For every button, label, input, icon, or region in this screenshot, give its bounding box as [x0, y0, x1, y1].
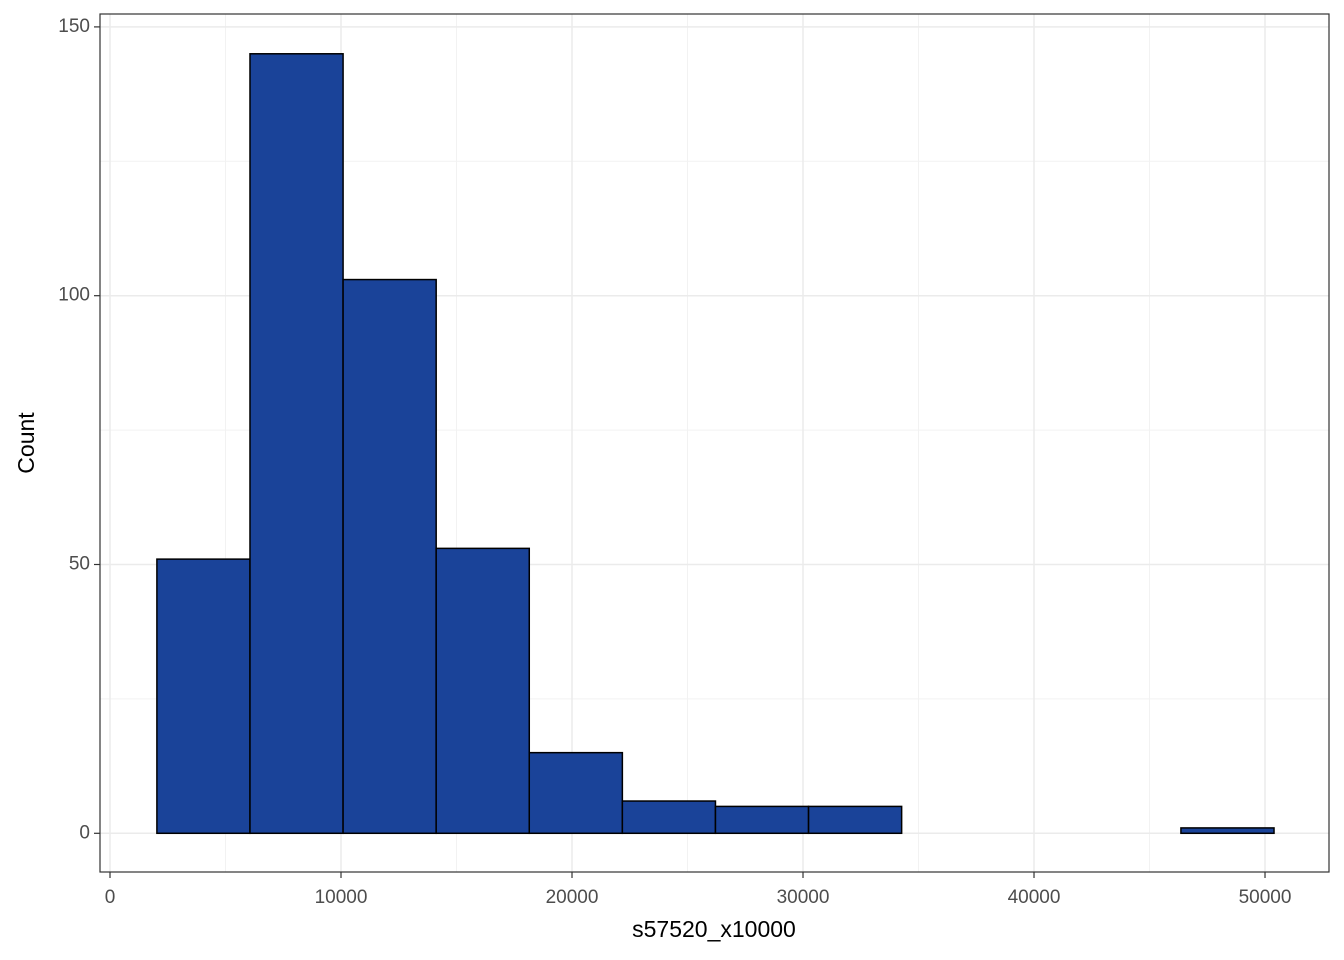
x-tick-label: 40000: [1008, 887, 1061, 908]
x-tick-label: 10000: [315, 887, 368, 908]
bar: [1180, 827, 1275, 835]
bar: [156, 558, 251, 835]
panel-border: [99, 13, 1330, 873]
bar: [435, 547, 531, 835]
x-tick-label: 20000: [546, 887, 599, 908]
bar: [807, 805, 903, 835]
x-tick-label: 30000: [777, 887, 830, 908]
x-tick-label: 0: [105, 887, 116, 908]
bar: [621, 800, 717, 835]
y-axis-title: Count: [13, 412, 39, 474]
x-axis-title: s57520_x10000: [632, 916, 796, 942]
y-tick-label: 100: [58, 285, 90, 306]
y-tick-label: 0: [79, 822, 90, 843]
x-tick-label: 50000: [1239, 887, 1292, 908]
bar: [249, 53, 344, 835]
bar: [342, 278, 437, 835]
y-tick-label: 50: [69, 554, 90, 575]
y-tick-label: 150: [58, 16, 90, 37]
bar: [714, 805, 810, 835]
bar: [528, 751, 624, 835]
